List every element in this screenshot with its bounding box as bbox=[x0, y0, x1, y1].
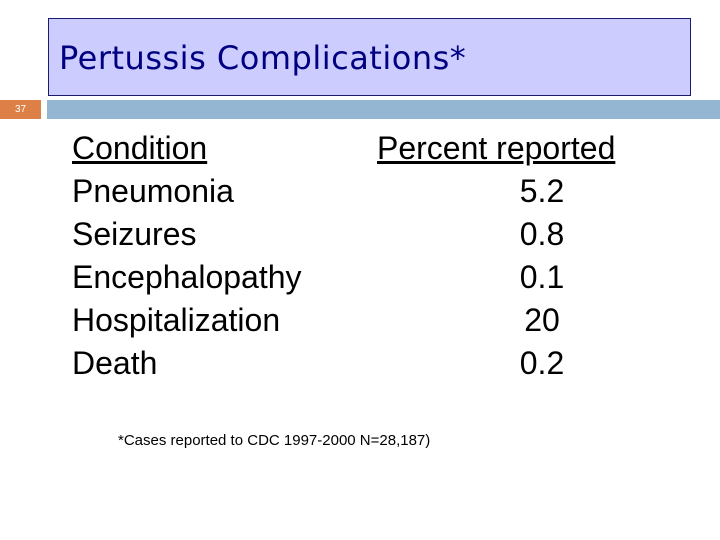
condition: Hospitalization bbox=[72, 302, 281, 338]
percent: 5.2 bbox=[519, 173, 565, 209]
table-row: Encephalopathy 0.1 bbox=[72, 259, 672, 302]
table-row: Pneumonia 5.2 bbox=[72, 173, 672, 216]
header-condition: Condition bbox=[72, 130, 208, 166]
table-row: Seizures 0.8 bbox=[72, 216, 672, 259]
percent: 0.2 bbox=[519, 345, 565, 381]
percent: 0.1 bbox=[519, 259, 565, 295]
condition: Death bbox=[72, 345, 158, 381]
percent: 0.8 bbox=[519, 216, 565, 252]
slide-title: Pertussis Complications* bbox=[59, 39, 467, 77]
footnote: *Cases reported to CDC 1997-2000 N=28,18… bbox=[118, 432, 431, 449]
header-percent: Percent reported bbox=[377, 130, 616, 166]
condition: Seizures bbox=[72, 216, 197, 252]
table-header: Condition Percent reported bbox=[72, 130, 672, 173]
condition: Encephalopathy bbox=[72, 259, 302, 295]
title-box: Pertussis Complications* bbox=[48, 18, 691, 96]
slide-number: 37 bbox=[0, 100, 41, 119]
table-row: Hospitalization 20 bbox=[72, 302, 672, 345]
condition: Pneumonia bbox=[72, 173, 234, 209]
header-bar bbox=[47, 100, 720, 119]
percent: 20 bbox=[524, 302, 560, 338]
table-row: Death 0.2 bbox=[72, 345, 672, 388]
